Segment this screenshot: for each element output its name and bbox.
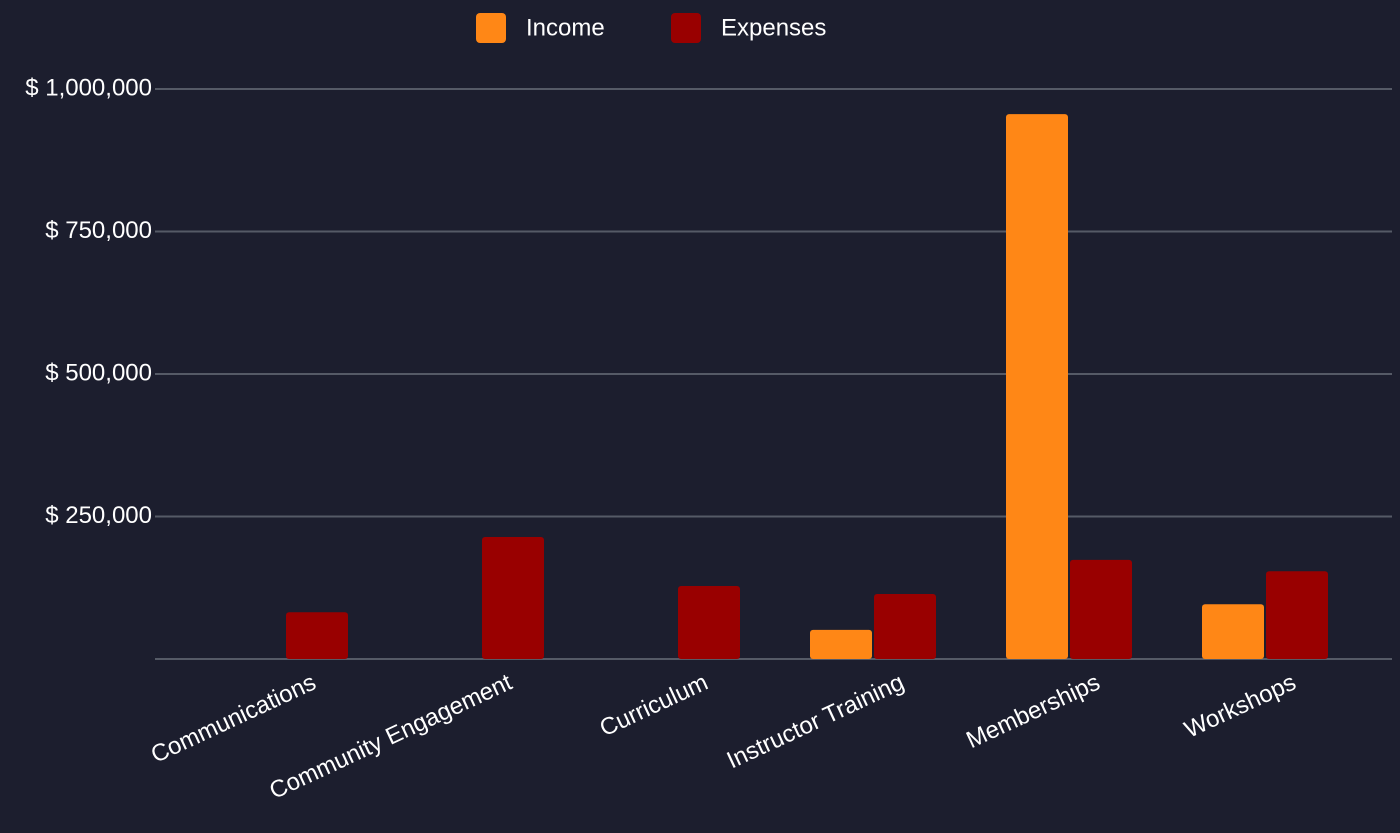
bar [810,629,872,659]
legend-label: Expenses [721,14,826,41]
bar [1070,559,1132,659]
bar [286,612,348,659]
bar [1202,604,1264,659]
y-tick-label: $ 250,000 [45,502,152,529]
y-tick-label: $ 1,000,000 [25,74,152,101]
bar [1006,114,1068,659]
bar [678,586,740,659]
legend-swatch [671,13,701,43]
legend-swatch [476,13,506,43]
legend-label: Income [526,14,605,41]
bar [1266,571,1328,659]
y-tick-label: $ 500,000 [45,359,152,386]
bar [874,594,936,659]
bar [482,537,544,659]
y-tick-label: $ 750,000 [45,217,152,244]
